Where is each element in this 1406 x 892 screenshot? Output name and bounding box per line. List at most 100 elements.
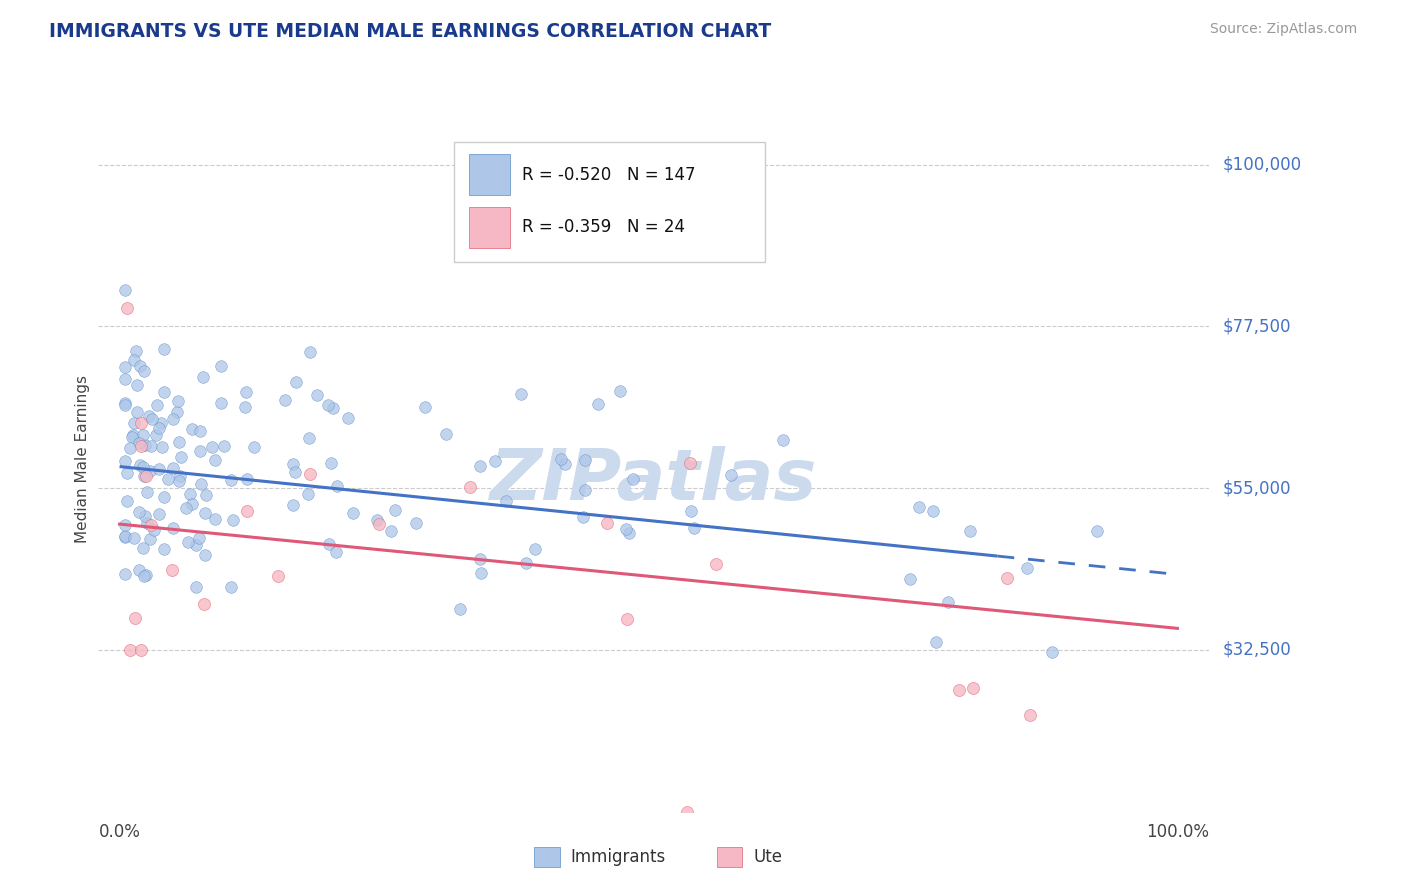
Point (318, 537, 340, 551)
Point (898, 572, 921, 586)
Point (132, 569, 155, 583)
Point (167, 435, 190, 450)
Text: Immigrants: Immigrants (571, 848, 666, 866)
Point (495, 494, 517, 508)
Text: $77,500: $77,500 (1223, 318, 1292, 335)
Point (136, 485, 159, 500)
Point (132, 459, 155, 474)
Point (122, 427, 145, 442)
Point (166, 394, 188, 409)
Point (134, 364, 156, 378)
Point (115, 301, 138, 316)
Point (134, 509, 156, 524)
Point (995, 571, 1018, 585)
Point (938, 595, 960, 609)
Point (127, 378, 149, 392)
Point (139, 439, 162, 453)
Point (574, 452, 596, 467)
Point (170, 450, 193, 464)
Point (187, 532, 209, 546)
Point (146, 398, 169, 412)
Point (550, 452, 572, 467)
Point (193, 370, 215, 384)
Point (772, 434, 794, 448)
Point (267, 569, 290, 583)
Point (319, 456, 342, 470)
Point (720, 468, 742, 483)
Point (322, 401, 344, 416)
Point (114, 372, 136, 386)
Point (188, 424, 211, 438)
Y-axis label: Median Male Earnings: Median Male Earnings (75, 376, 90, 543)
Point (367, 517, 389, 532)
Point (284, 375, 307, 389)
Text: IMMIGRANTS VS UTE MEDIAN MALE EARNINGS CORRELATION CHART: IMMIGRANTS VS UTE MEDIAN MALE EARNINGS C… (49, 22, 772, 41)
Point (679, 504, 702, 518)
Point (193, 598, 215, 612)
Point (470, 566, 492, 580)
Point (596, 516, 619, 530)
Point (907, 500, 929, 514)
Point (121, 430, 143, 444)
Point (169, 468, 191, 483)
Text: ZIPatlas: ZIPatlas (491, 446, 817, 515)
Point (129, 417, 152, 431)
Point (201, 440, 224, 454)
Point (162, 563, 184, 577)
Point (129, 458, 152, 473)
Point (235, 504, 257, 518)
Point (115, 467, 138, 481)
Point (122, 416, 145, 430)
Point (135, 567, 157, 582)
Point (125, 343, 148, 358)
Point (204, 452, 226, 467)
Point (235, 384, 257, 399)
Text: $55,000: $55,000 (1223, 479, 1292, 497)
Point (167, 474, 190, 488)
Point (114, 529, 136, 543)
Point (283, 498, 305, 512)
Point (621, 472, 644, 486)
Point (284, 465, 307, 479)
Point (233, 400, 256, 414)
Point (342, 506, 364, 520)
Point (221, 513, 243, 527)
Point (153, 342, 176, 356)
Point (122, 353, 145, 368)
Point (413, 400, 436, 414)
Point (181, 497, 204, 511)
Point (135, 516, 157, 530)
Point (679, 456, 702, 470)
Point (274, 392, 297, 407)
Point (366, 513, 388, 527)
Point (572, 510, 595, 524)
Point (204, 512, 226, 526)
Point (1085, 524, 1108, 539)
Point (129, 643, 152, 657)
Point (524, 542, 547, 557)
Point (298, 467, 321, 481)
Point (510, 387, 533, 401)
Point (515, 556, 537, 570)
Point (128, 563, 150, 577)
Point (120, 442, 142, 456)
Text: $100,000: $100,000 (1223, 155, 1302, 174)
Point (120, 643, 142, 657)
Point (132, 541, 155, 556)
Point (129, 439, 152, 453)
Point (209, 359, 232, 373)
Point (135, 469, 157, 483)
Point (962, 681, 984, 695)
Text: Source: ZipAtlas.com: Source: ZipAtlas.com (1209, 22, 1357, 37)
Text: R = -0.359   N = 24: R = -0.359 N = 24 (522, 219, 685, 236)
Point (148, 461, 170, 475)
Point (148, 421, 170, 435)
Point (142, 523, 165, 537)
Point (184, 580, 207, 594)
Point (114, 454, 136, 468)
Point (134, 438, 156, 452)
Point (149, 416, 172, 430)
Point (128, 359, 150, 374)
Point (219, 474, 242, 488)
Point (212, 439, 235, 453)
